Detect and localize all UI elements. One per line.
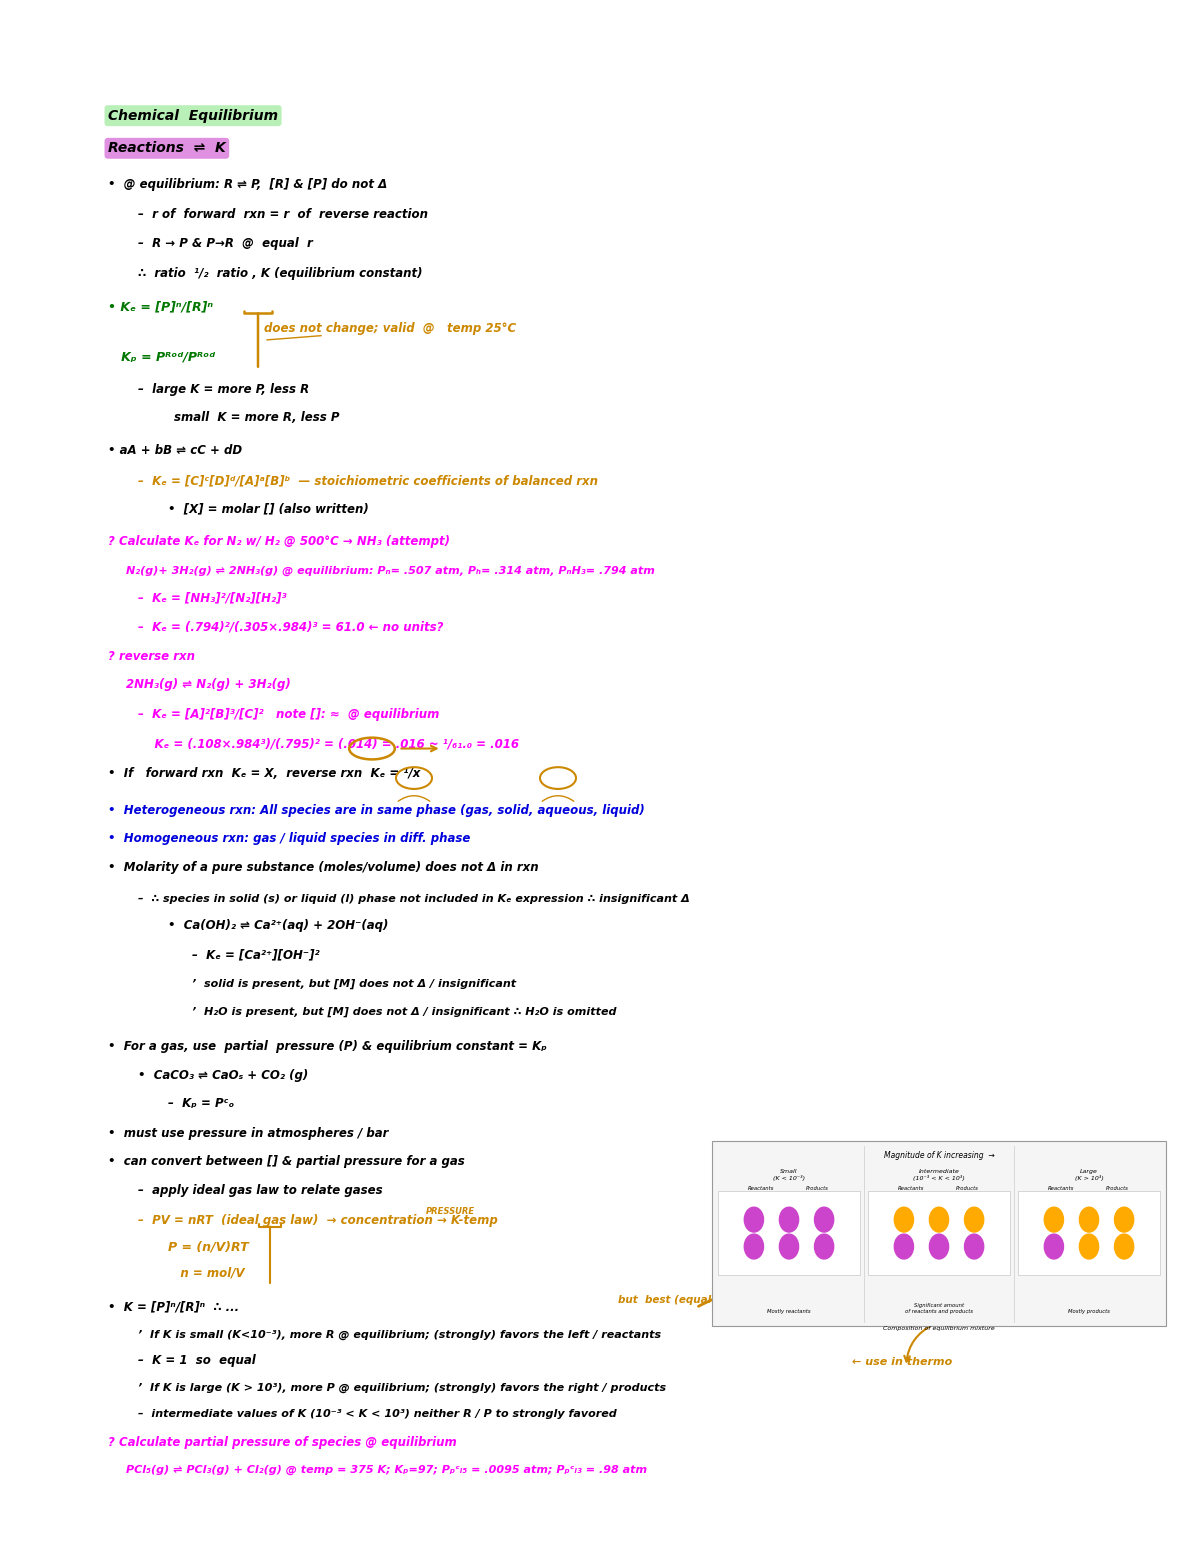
Text: Intermediate
(10⁻³ < K < 10³): Intermediate (10⁻³ < K < 10³) (913, 1169, 965, 1182)
Circle shape (1080, 1207, 1099, 1232)
Text: –  Kₑ = [C]ᶜ[D]ᵈ/[A]ᵃ[B]ᵇ  — stoichiometric coefficients of balanced rxn: – Kₑ = [C]ᶜ[D]ᵈ/[A]ᵃ[B]ᵇ — stoichiometri… (138, 475, 598, 488)
Text: • aA + bB ⇌ cC + dD: • aA + bB ⇌ cC + dD (108, 444, 242, 457)
Text: Small
(K < 10⁻³): Small (K < 10⁻³) (773, 1169, 805, 1182)
Text: •  must use pressure in atmospheres / bar: • must use pressure in atmospheres / bar (108, 1127, 389, 1140)
Text: N₂(g)+ 3H₂(g) ⇌ 2NH₃(g) @ equilibrium: Pₙ= .507 atm, Pₕ= .314 atm, PₙH₃= .794 at: N₂(g)+ 3H₂(g) ⇌ 2NH₃(g) @ equilibrium: P… (126, 565, 655, 576)
Text: 2NH₃(g) ⇌ N₂(g) + 3H₂(g): 2NH₃(g) ⇌ N₂(g) + 3H₂(g) (126, 679, 290, 691)
Text: ’  solid is present, but [M] does not Δ / insignificant: ’ solid is present, but [M] does not Δ /… (192, 978, 516, 989)
Text: –  ∴ species in solid (s) or liquid (l) phase not included in Kₑ expression ∴ in: – ∴ species in solid (s) or liquid (l) p… (138, 895, 690, 904)
Text: Significant amount
of reactants and products: Significant amount of reactants and prod… (905, 1303, 973, 1314)
Circle shape (965, 1235, 984, 1259)
Circle shape (894, 1235, 913, 1259)
Text: –  Kₑ = [NH₃]²/[N₂][H₂]³: – Kₑ = [NH₃]²/[N₂][H₂]³ (138, 592, 287, 604)
Text: ? Calculate partial pressure of species @ equilibrium: ? Calculate partial pressure of species … (108, 1437, 457, 1449)
Text: ? reverse rxn: ? reverse rxn (108, 651, 194, 663)
FancyBboxPatch shape (718, 1191, 860, 1275)
Text: ← use in thermo: ← use in thermo (852, 1357, 953, 1367)
Text: but  best (equal to K Correlates?): but best (equal to K Correlates?) (618, 1295, 814, 1305)
Circle shape (1115, 1235, 1134, 1259)
Text: •  [X] = molar [] (also written): • [X] = molar [] (also written) (168, 503, 368, 516)
Circle shape (1044, 1207, 1063, 1232)
Text: Composition of equilibrium mixture: Composition of equilibrium mixture (883, 1326, 995, 1331)
Text: Magnitude of K increasing  →: Magnitude of K increasing → (883, 1151, 995, 1160)
Text: Products: Products (1105, 1186, 1128, 1191)
Circle shape (780, 1207, 799, 1232)
Text: • Kₑ = [P]ⁿ/[R]ⁿ: • Kₑ = [P]ⁿ/[R]ⁿ (108, 301, 214, 314)
Circle shape (965, 1207, 984, 1232)
Text: ∴  ratio  ¹/₂  ratio , K (equilibrium constant): ∴ ratio ¹/₂ ratio , K (equilibrium const… (138, 267, 422, 280)
Text: ’  H₂O is present, but [M] does not Δ / insignificant ∴ H₂O is omitted: ’ H₂O is present, but [M] does not Δ / i… (192, 1006, 617, 1017)
Text: Mostly reactants: Mostly reactants (767, 1309, 811, 1314)
Text: –  K = 1  so  equal: – K = 1 so equal (138, 1354, 256, 1367)
Text: Chemical  Equilibrium: Chemical Equilibrium (108, 109, 278, 123)
Text: –  apply ideal gas law to relate gases: – apply ideal gas law to relate gases (138, 1185, 383, 1197)
Text: –  Kₚ = Pᶜₒ: – Kₚ = Pᶜₒ (168, 1098, 234, 1110)
Text: •  For a gas, use  partial  pressure (P) & equilibrium constant = Kₚ: • For a gas, use partial pressure (P) & … (108, 1041, 547, 1053)
Text: PCl₅(g) ⇌ PCl₃(g) + Cl₂(g) @ temp = 375 K; Kₚ=97; Pₚᶜₗ₅ = .0095 atm; Pₚᶜₗ₃ = .98: PCl₅(g) ⇌ PCl₃(g) + Cl₂(g) @ temp = 375 … (126, 1464, 647, 1475)
Text: •  CaCO₃ ⇌ CaOₛ + CO₂ (g): • CaCO₃ ⇌ CaOₛ + CO₂ (g) (138, 1070, 308, 1082)
Circle shape (1080, 1235, 1099, 1259)
Text: –  r of  forward  rxn = r  of  reverse reaction: – r of forward rxn = r of reverse reacti… (138, 208, 428, 221)
Circle shape (1115, 1207, 1134, 1232)
Text: ’  If K is large (K > 10³), more P @ equilibrium; (strongly) favors the right / : ’ If K is large (K > 10³), more P @ equi… (138, 1382, 666, 1393)
Circle shape (780, 1235, 799, 1259)
Text: ? Calculate Kₑ for N₂ w/ H₂ @ 500°C → NH₃ (attempt): ? Calculate Kₑ for N₂ w/ H₂ @ 500°C → NH… (108, 536, 450, 548)
Circle shape (1044, 1235, 1063, 1259)
Circle shape (930, 1207, 949, 1232)
Circle shape (815, 1207, 834, 1232)
Text: Large
(K > 10³): Large (K > 10³) (1074, 1169, 1104, 1182)
Text: Mostly products: Mostly products (1068, 1309, 1110, 1314)
Text: Products: Products (805, 1186, 828, 1191)
Text: Reactants: Reactants (1048, 1186, 1074, 1191)
Text: Reactants: Reactants (748, 1186, 774, 1191)
Text: •  K = [P]ⁿ/[R]ⁿ  ∴ ...: • K = [P]ⁿ/[R]ⁿ ∴ ... (108, 1301, 239, 1314)
Text: –  Kₑ = [Ca²⁺][OH⁻]²: – Kₑ = [Ca²⁺][OH⁻]² (192, 949, 319, 961)
Text: Reactants: Reactants (898, 1186, 924, 1191)
Text: •  If   forward rxn  Kₑ = X,  reverse rxn  Kₑ = ¹/x: • If forward rxn Kₑ = X, reverse rxn Kₑ … (108, 767, 420, 780)
Text: ’  If K is small (K<10⁻³), more R @ equilibrium; (strongly) favors the left / re: ’ If K is small (K<10⁻³), more R @ equil… (138, 1329, 661, 1340)
Text: •  Molarity of a pure substance (moles/volume) does not Δ in rxn: • Molarity of a pure substance (moles/vo… (108, 862, 539, 874)
Circle shape (815, 1235, 834, 1259)
Text: –  Kₑ = (.794)²/(.305×.984)³ = 61.0 ← no units?: – Kₑ = (.794)²/(.305×.984)³ = 61.0 ← no … (138, 621, 444, 634)
Text: does not change; valid  @   temp 25°C: does not change; valid @ temp 25°C (264, 323, 516, 335)
FancyBboxPatch shape (1018, 1191, 1160, 1275)
Text: –  Kₑ = [A]²[B]³/[C]²   note []: ≈  @ equilibrium: – Kₑ = [A]²[B]³/[C]² note []: ≈ @ equili… (138, 708, 439, 721)
Text: –  intermediate values of K (10⁻³ < K < 10³) neither R / P to strongly favored: – intermediate values of K (10⁻³ < K < 1… (138, 1410, 617, 1419)
FancyBboxPatch shape (712, 1141, 1166, 1326)
Text: •  Homogeneous rxn: gas / liquid species in diff. phase: • Homogeneous rxn: gas / liquid species … (108, 832, 470, 845)
Text: n = mol/V: n = mol/V (168, 1267, 245, 1280)
Text: Reactions  ⇌  K: Reactions ⇌ K (108, 141, 226, 155)
Text: P = (n/V)RT: P = (n/V)RT (168, 1241, 248, 1253)
Text: –  R → P & P→R  @  equal  r: – R → P & P→R @ equal r (138, 238, 313, 250)
Circle shape (744, 1235, 763, 1259)
Text: •  Heterogeneous rxn: All species are in same phase (gas, solid, aqueous, liquid: • Heterogeneous rxn: All species are in … (108, 804, 644, 817)
Circle shape (744, 1207, 763, 1232)
Text: small  K = more R, less P: small K = more R, less P (174, 412, 340, 424)
Text: PRESSURE: PRESSURE (426, 1207, 475, 1216)
Text: Kₑ = (.108×.984³)/(.795)² = (.014) = .016 ~ ¹/₆₁.₀ = .016: Kₑ = (.108×.984³)/(.795)² = (.014) = .01… (138, 738, 520, 750)
Text: Kₚ = Pᴿᵒᵈ/Pᴿᵒᵈ: Kₚ = Pᴿᵒᵈ/Pᴿᵒᵈ (108, 351, 215, 363)
Circle shape (894, 1207, 913, 1232)
Text: •  @ equilibrium: R ⇌ P,  [R] & [P] do not Δ: • @ equilibrium: R ⇌ P, [R] & [P] do not… (108, 179, 388, 191)
FancyBboxPatch shape (868, 1191, 1010, 1275)
Text: •  Ca(OH)₂ ⇌ Ca²⁺(aq) + 2OH⁻(aq): • Ca(OH)₂ ⇌ Ca²⁺(aq) + 2OH⁻(aq) (168, 919, 389, 932)
Circle shape (930, 1235, 949, 1259)
Text: –  large K = more P, less R: – large K = more P, less R (138, 384, 310, 396)
Text: –  PV = nRT  (ideal gas law)  → concentration → K-temp: – PV = nRT (ideal gas law) → concentrati… (138, 1214, 498, 1227)
Text: •  can convert between [] & partial pressure for a gas: • can convert between [] & partial press… (108, 1155, 464, 1168)
Text: Products: Products (955, 1186, 978, 1191)
